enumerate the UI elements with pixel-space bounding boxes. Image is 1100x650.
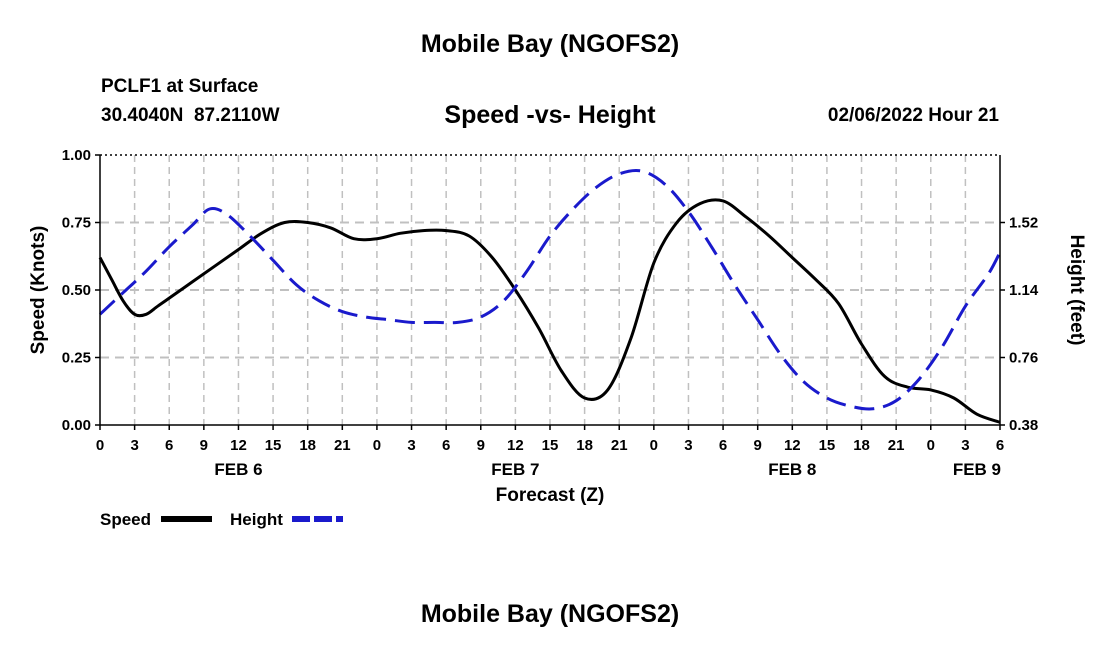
y2-axis-title: Height (feet): [1066, 235, 1087, 346]
y-tick-label-2: 0.50: [62, 282, 91, 299]
station-label: PCLF1 at Surface: [101, 76, 259, 97]
y2-tick-label-2: 1.14: [1009, 282, 1039, 299]
chart-title: Mobile Bay (NGOFS2): [420, 30, 680, 58]
x-tick-label-3: 9: [200, 437, 208, 454]
x-tick-label-11: 9: [477, 437, 485, 454]
x-tick-label-10: 6: [442, 437, 450, 454]
y-tick-label-4: 1.00: [62, 147, 91, 164]
day-label-0: FEB 6: [214, 460, 262, 479]
y-tick-label-1: 0.25: [62, 350, 91, 367]
series-line-height: [98, 168, 1002, 411]
x-axis-title: Forecast (Z): [496, 485, 605, 506]
legend-label-speed: Speed: [100, 510, 151, 529]
x-tick-label-26: 6: [996, 437, 1004, 454]
series-line-speed: [98, 198, 1001, 424]
x-tick-label-8: 0: [373, 437, 381, 454]
x-tick-label-25: 3: [961, 437, 969, 454]
x-tick-label-9: 3: [407, 437, 415, 454]
y-axis-title: Speed (Knots): [28, 226, 49, 355]
x-tick-label-4: 12: [230, 437, 247, 454]
x-tick-label-7: 21: [334, 437, 351, 454]
x-tick-label-23: 21: [888, 437, 905, 454]
x-tick-label-24: 0: [927, 437, 935, 454]
series-group: [98, 168, 1002, 424]
x-tick-label-14: 18: [576, 437, 593, 454]
timestamp-label: 02/06/2022 Hour 21: [827, 105, 999, 126]
x-tick-label-21: 15: [819, 437, 836, 454]
tick-group: [95, 154, 1005, 430]
x-tick-label-2: 6: [165, 437, 173, 454]
x-tick-label-15: 21: [611, 437, 628, 454]
y2-tick-label-0: 0.38: [1009, 417, 1038, 434]
x-tick-label-5: 15: [265, 437, 282, 454]
y2-tick-label-1: 0.76: [1009, 350, 1038, 367]
x-tick-label-0: 0: [96, 437, 104, 454]
grid-lines: [100, 155, 1000, 425]
x-tick-label-20: 12: [784, 437, 801, 454]
bottom-title: Mobile Bay (NGOFS2): [420, 600, 680, 628]
y-tick-label-3: 0.75: [62, 215, 91, 232]
y2-tick-label-3: 1.52: [1009, 215, 1038, 232]
coords-label: 30.4040N 87.2110W: [101, 105, 280, 126]
label-group: 0 3 6 9 12 15 18 21 0 3 6 9 12 15 18 21 0 3 6 9 12 15 18 21 0 3 6 F…: [28, 147, 1087, 506]
legend-label-height: Height: [230, 510, 283, 529]
x-tick-label-19: 9: [754, 437, 762, 454]
y-tick-label-0: 0.00: [62, 417, 91, 434]
chart-subtitle: Speed -vs- Height: [444, 101, 656, 129]
x-tick-label-17: 3: [684, 437, 692, 454]
x-tick-label-18: 6: [719, 437, 727, 454]
day-label-1: FEB 7: [491, 460, 539, 479]
day-label-2: FEB 8: [768, 460, 816, 479]
x-tick-label-13: 15: [542, 437, 559, 454]
x-tick-label-1: 3: [130, 437, 138, 454]
day-label-3: FEB 9: [953, 460, 1001, 479]
x-tick-label-16: 0: [650, 437, 658, 454]
legend: Speed Height: [100, 510, 343, 529]
x-tick-label-22: 18: [853, 437, 870, 454]
x-tick-label-12: 12: [507, 437, 524, 454]
x-tick-label-6: 18: [299, 437, 316, 454]
